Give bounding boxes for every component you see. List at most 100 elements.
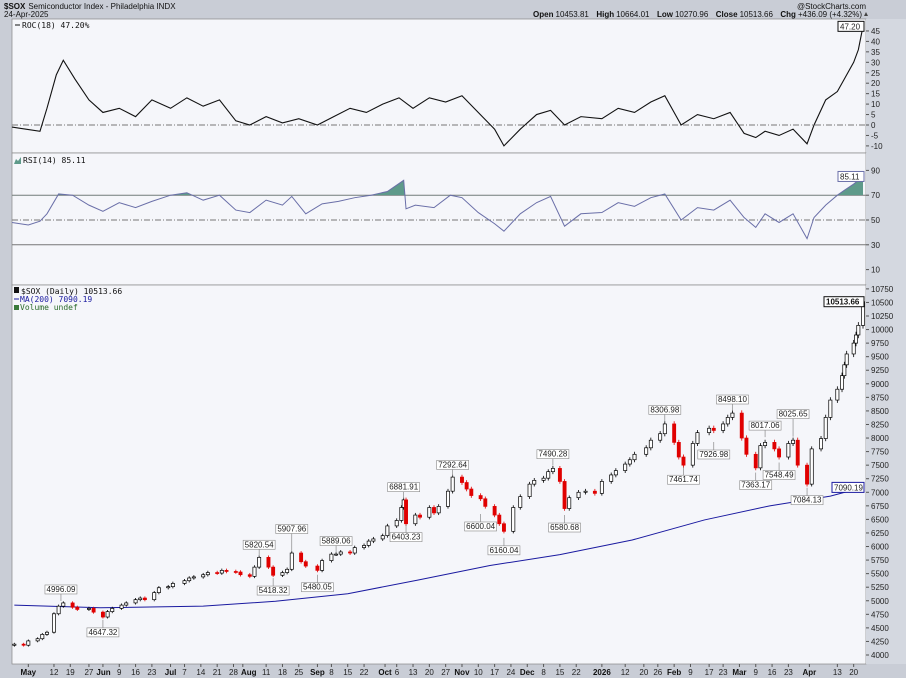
candle — [546, 469, 551, 481]
candle-body — [362, 545, 367, 548]
candle — [711, 425, 716, 434]
annotation-label: 4996.09 — [47, 585, 76, 594]
candle-body — [583, 490, 588, 493]
annotation-box — [275, 524, 309, 534]
candle-body — [805, 464, 809, 485]
candle — [707, 425, 712, 436]
x-tick-label: Oct — [378, 668, 392, 677]
volume-legend-icon — [14, 305, 19, 310]
candle — [511, 505, 516, 534]
candle-body — [187, 577, 192, 582]
candle-body — [550, 468, 555, 473]
y-tick-label: 6500 — [871, 515, 889, 524]
x-tick-label: Jun — [96, 668, 110, 677]
candle-body — [152, 592, 157, 601]
y-tick-label: 4750 — [871, 610, 889, 619]
x-tick-label: 26 — [653, 668, 662, 677]
x-tick-label: 27 — [84, 668, 93, 677]
x-tick-label: 12 — [50, 668, 59, 677]
candle-body — [35, 638, 40, 642]
price-last-value: 10513.66 — [826, 298, 860, 307]
candle-body — [823, 417, 828, 439]
candle — [91, 606, 96, 614]
candle-body — [753, 453, 758, 469]
roc-legend-text: ROC(18) 47.20% — [22, 21, 90, 30]
candle-body — [219, 570, 224, 574]
candle — [662, 421, 667, 437]
price-annotation: 5889.06 — [319, 536, 353, 553]
candle-body — [12, 643, 17, 646]
candle-body — [725, 417, 730, 425]
price-annotation: 7926.98 — [697, 442, 731, 460]
candle — [609, 472, 614, 484]
candle-body — [707, 427, 712, 433]
candle — [152, 590, 157, 602]
candle — [138, 596, 143, 602]
ma-legend-text: MA(200) 7090.19 — [20, 295, 92, 304]
candle — [247, 572, 252, 579]
high-value: 10664.01 — [616, 10, 650, 19]
annotation-box — [739, 480, 773, 490]
y-tick-label: 25 — [871, 69, 880, 78]
candle-body — [721, 423, 726, 431]
candle — [56, 604, 61, 616]
x-tick-label: 19 — [66, 668, 75, 677]
candle-body — [110, 608, 115, 612]
candle — [805, 462, 809, 487]
y-tick-label: 5500 — [871, 570, 889, 579]
y-tick-label: 5250 — [871, 583, 889, 592]
x-tick-label: 12 — [621, 668, 630, 677]
candle — [205, 570, 210, 577]
candle-body — [299, 552, 304, 563]
y-tick-label: 7750 — [871, 448, 889, 457]
candle — [721, 421, 726, 434]
x-tick-label: 2026 — [593, 668, 611, 677]
candle — [299, 551, 304, 564]
roc-legend: ROC(18) 47.20% — [15, 21, 90, 30]
candle-body — [52, 613, 56, 633]
ohlc-readout: Open 10453.81 High 10664.01 Low 10270.96 Cl… — [533, 4, 862, 21]
candle — [352, 545, 357, 555]
candle-body — [224, 570, 229, 572]
candle — [763, 439, 768, 449]
candle — [623, 461, 628, 473]
y-tick-label: 70 — [871, 191, 880, 200]
candle-body — [835, 388, 840, 401]
candle — [303, 559, 308, 568]
candle — [119, 603, 124, 610]
y-tick-label: 4000 — [871, 651, 889, 660]
candle — [371, 536, 376, 544]
annotation-box — [436, 460, 469, 470]
candle — [823, 414, 828, 442]
candle-body — [399, 507, 404, 521]
candle-body — [464, 482, 469, 490]
candle — [329, 552, 334, 563]
candle — [436, 504, 441, 516]
candle-body — [851, 342, 856, 355]
annotation-label: 7926.98 — [699, 450, 728, 459]
y-tick-label: 30 — [871, 241, 880, 250]
candle — [478, 493, 483, 502]
y-tick-label: 20 — [871, 79, 880, 88]
candle — [658, 431, 663, 443]
x-tick-label: 11 — [262, 668, 271, 677]
y-tick-label: 8000 — [871, 434, 889, 443]
candle — [399, 505, 404, 523]
candle-body — [541, 477, 546, 481]
x-tick-label: 9 — [688, 668, 693, 677]
candle-body — [791, 439, 796, 444]
x-tick-label: 15 — [343, 668, 352, 677]
candle — [201, 572, 206, 579]
candle-body — [450, 476, 455, 492]
candle-body — [205, 572, 210, 576]
annotation-box — [548, 522, 581, 533]
candle — [492, 504, 497, 518]
x-tick-label: Jul — [165, 668, 177, 677]
annotation-box — [748, 420, 782, 431]
chart-date: 24-Apr-2025 — [4, 10, 49, 19]
x-tick-label: 17 — [705, 668, 714, 677]
candle-body — [289, 552, 294, 570]
candle-body — [501, 523, 506, 532]
y-tick-label: 9250 — [871, 366, 889, 375]
